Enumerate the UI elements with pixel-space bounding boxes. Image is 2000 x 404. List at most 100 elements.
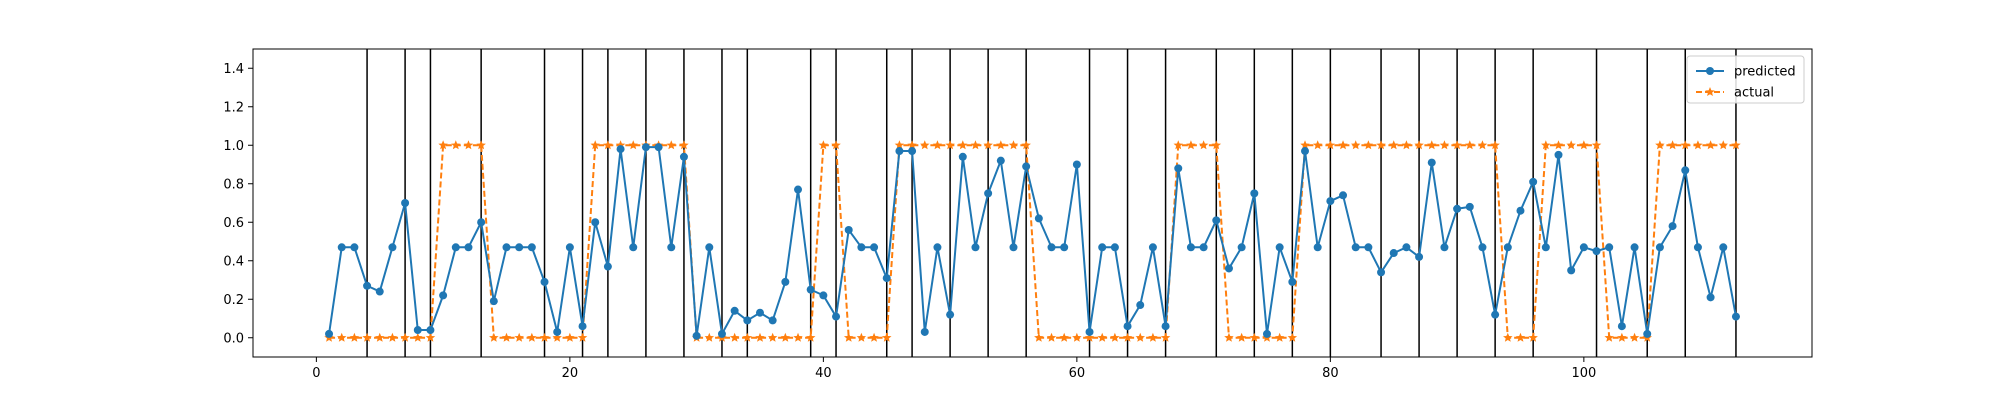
data-point-actual: [1325, 140, 1336, 150]
data-point-actual: [425, 332, 436, 342]
data-point-predicted: [1706, 293, 1715, 302]
data-point-actual: [476, 140, 486, 150]
data-point-actual: [362, 332, 372, 342]
series-line-actual: [329, 144, 1736, 339]
data-point-predicted: [1719, 243, 1728, 252]
y-tick-label: 1.2: [223, 100, 244, 115]
data-point-predicted: [679, 152, 688, 161]
data-point-predicted: [1453, 204, 1462, 213]
data-point-predicted: [337, 243, 346, 252]
y-tick-label: 0.4: [223, 254, 244, 269]
data-point-actual: [1046, 332, 1057, 342]
series-predicted: [325, 143, 1740, 340]
data-point-predicted: [1693, 243, 1702, 252]
series-actual: [324, 140, 1741, 342]
data-point-predicted: [1085, 327, 1094, 336]
data-point-actual: [983, 140, 993, 150]
data-point-predicted: [870, 243, 879, 252]
data-point-predicted: [439, 291, 448, 300]
data-point-predicted: [1339, 191, 1348, 200]
data-point-actual: [514, 332, 524, 342]
series-layer: [324, 140, 1741, 342]
data-point-predicted: [1161, 322, 1170, 331]
data-point-predicted: [515, 243, 524, 252]
data-point-actual: [1693, 140, 1703, 150]
series-line-predicted: [328, 146, 1737, 337]
data-point-actual: [1401, 140, 1412, 150]
data-point-actual: [970, 140, 981, 150]
data-point-predicted: [857, 243, 866, 252]
data-point-predicted: [1402, 243, 1411, 252]
data-point-predicted: [984, 189, 993, 198]
data-point-actual: [831, 140, 841, 150]
data-point-actual: [1021, 140, 1031, 150]
data-point-predicted: [325, 329, 334, 338]
data-point-actual: [1122, 332, 1133, 342]
data-point-predicted: [363, 281, 372, 290]
data-point-predicted: [1009, 243, 1018, 252]
data-point-actual: [1249, 332, 1260, 342]
data-point-actual: [565, 332, 575, 342]
y-tick-label: 1.0: [223, 139, 244, 154]
data-point-predicted: [946, 310, 955, 319]
data-point-actual: [1414, 140, 1424, 150]
data-point-actual: [945, 140, 955, 150]
data-point-predicted: [1681, 166, 1690, 175]
data-point-predicted: [540, 277, 549, 286]
data-point-predicted: [1465, 202, 1474, 211]
data-point-predicted: [832, 312, 841, 321]
data-point-actual: [843, 332, 854, 342]
data-point-actual: [1300, 140, 1310, 150]
data-point-predicted: [388, 243, 397, 252]
data-point-actual: [729, 332, 740, 342]
data-point-actual: [679, 140, 689, 150]
y-axis: 0.0 0.2 0.4 0.6 0.8 1.0 1.2 1.4: [223, 62, 253, 346]
data-point-predicted: [616, 145, 625, 154]
data-point-predicted: [1440, 243, 1449, 252]
data-point-actual: [1604, 332, 1614, 342]
data-point-predicted: [1250, 189, 1259, 198]
data-point-predicted: [1731, 312, 1740, 321]
data-point-actual: [1680, 140, 1691, 150]
data-point-actual: [1731, 140, 1741, 150]
data-point-predicted: [781, 277, 790, 286]
data-point-predicted: [502, 243, 511, 252]
data-point-predicted: [1592, 247, 1601, 256]
y-tick-label: 1.4: [223, 62, 244, 77]
data-point-actual: [374, 332, 385, 342]
data-point-actual: [1110, 332, 1120, 342]
data-point-actual: [793, 332, 803, 342]
data-point-predicted: [527, 243, 536, 252]
legend-label-predicted: predicted: [1734, 65, 1796, 80]
data-point-predicted: [1034, 214, 1043, 223]
data-point-actual: [1490, 140, 1500, 150]
legend: predicted actual: [1686, 55, 1805, 104]
data-point-predicted: [1478, 243, 1487, 252]
data-point-actual: [767, 332, 778, 342]
y-tick-label: 0.6: [223, 216, 244, 231]
data-point-actual: [1452, 140, 1462, 150]
data-point-actual: [387, 332, 398, 342]
data-point-predicted: [629, 243, 638, 252]
data-point-actual: [527, 332, 537, 342]
data-point-predicted: [1275, 243, 1284, 252]
data-point-actual: [1312, 140, 1323, 150]
data-point-predicted: [1491, 310, 1500, 319]
data-point-predicted: [755, 308, 764, 317]
data-point-predicted: [895, 147, 904, 156]
data-point-predicted: [451, 243, 460, 252]
x-tick-label: 40: [815, 366, 832, 381]
data-point-actual: [1363, 140, 1374, 150]
data-point-predicted: [603, 262, 612, 271]
x-tick-label: 80: [1322, 366, 1339, 381]
data-point-actual: [996, 140, 1006, 150]
data-point-predicted: [667, 243, 676, 252]
data-point-predicted: [1668, 222, 1677, 231]
data-point-actual: [1236, 332, 1247, 342]
data-point-actual: [1477, 140, 1488, 150]
data-point-predicted: [1060, 243, 1069, 252]
data-point-predicted: [401, 199, 410, 207]
data-point-predicted: [920, 327, 929, 336]
data-point-predicted: [1148, 243, 1157, 252]
data-point-predicted: [1351, 243, 1360, 252]
